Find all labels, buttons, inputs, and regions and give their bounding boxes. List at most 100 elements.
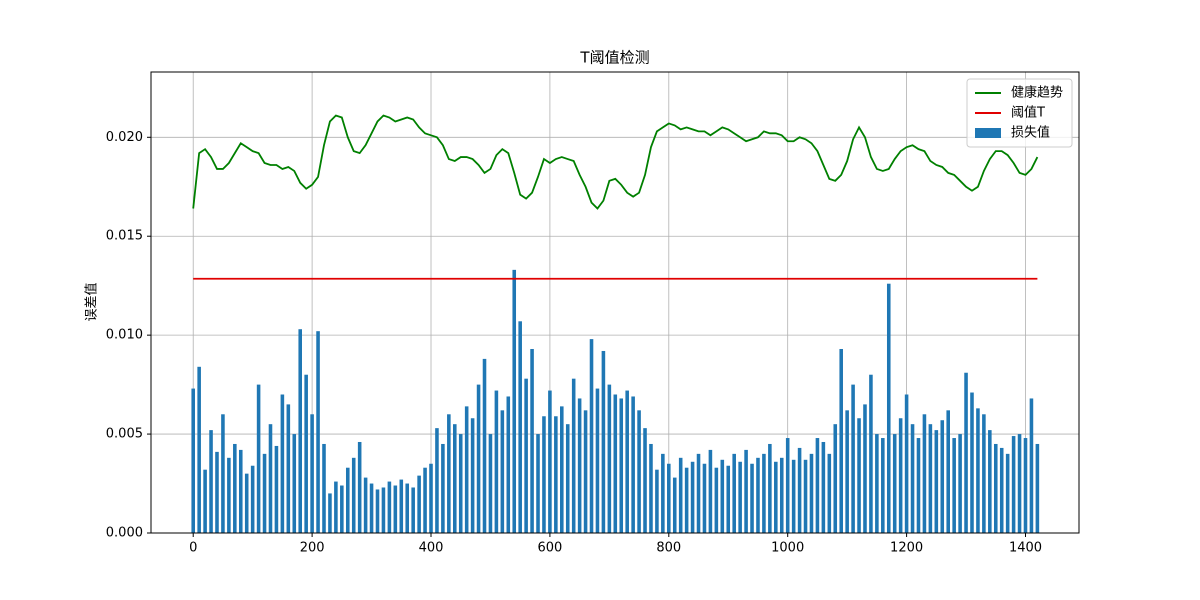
bar	[708, 449, 713, 533]
bar	[738, 461, 742, 533]
bar	[601, 350, 606, 533]
bar	[869, 374, 873, 533]
bar	[684, 467, 689, 533]
bar	[554, 416, 558, 533]
bar	[625, 390, 629, 533]
bar	[476, 384, 481, 533]
bar	[839, 348, 843, 533]
bar	[203, 469, 207, 533]
bar	[678, 457, 683, 533]
bar	[262, 453, 267, 533]
bar	[375, 489, 380, 533]
bar	[357, 441, 362, 533]
bar	[334, 481, 338, 533]
bar	[993, 443, 998, 533]
bar	[768, 443, 772, 533]
y-tick-label: 0.015	[106, 229, 143, 244]
bar	[999, 447, 1004, 533]
bar	[744, 449, 748, 533]
bar	[952, 438, 956, 533]
bar	[292, 434, 297, 533]
y-tick-label: 0.000	[106, 526, 143, 541]
bar	[369, 483, 374, 533]
x-tick-label: 1200	[890, 541, 923, 556]
bar	[227, 457, 231, 533]
bar	[548, 390, 552, 533]
bar	[613, 394, 618, 533]
bar	[435, 428, 439, 533]
x-tick-label: 600	[537, 541, 562, 556]
bar	[197, 366, 201, 533]
bar	[340, 485, 344, 533]
bar	[607, 384, 612, 533]
bar	[464, 406, 469, 533]
bar	[310, 414, 314, 533]
bar	[1017, 434, 1022, 533]
bar	[667, 463, 671, 533]
bar	[637, 410, 641, 533]
legend-label: 健康趋势	[1011, 85, 1063, 101]
bar	[530, 348, 534, 533]
bar	[280, 394, 285, 533]
bar	[500, 410, 505, 533]
bar	[756, 457, 760, 533]
bar	[316, 331, 320, 533]
bar	[304, 374, 308, 533]
bar	[863, 404, 867, 533]
bar	[714, 467, 719, 533]
bar	[833, 424, 838, 533]
y-tick-label: 0.005	[106, 427, 143, 442]
bar	[393, 485, 398, 533]
bar	[345, 467, 350, 533]
bar	[934, 430, 939, 533]
bar	[696, 453, 701, 533]
bar	[881, 438, 885, 533]
bar	[643, 428, 647, 533]
bar	[381, 487, 386, 533]
bar	[774, 461, 778, 533]
bar	[1035, 443, 1040, 533]
bar	[910, 424, 915, 533]
bar	[916, 438, 921, 533]
bar	[250, 465, 255, 533]
bar	[815, 438, 820, 533]
bar	[1005, 453, 1010, 533]
bar	[619, 398, 624, 533]
legend-label: 阈值T	[1011, 105, 1045, 121]
bar	[458, 434, 463, 533]
bar	[565, 424, 570, 533]
chart-title: T阈值检测	[579, 49, 649, 67]
bar	[221, 414, 225, 533]
bar	[322, 443, 326, 533]
bar	[976, 408, 980, 533]
bar	[191, 388, 195, 533]
bar	[268, 424, 273, 533]
bar	[726, 465, 731, 533]
bar	[690, 461, 695, 533]
bar	[238, 449, 243, 533]
bar	[518, 321, 522, 533]
x-tick-label: 1400	[1009, 541, 1042, 556]
bar	[875, 434, 879, 533]
bar	[536, 434, 540, 533]
bar	[845, 410, 849, 533]
bar	[423, 467, 427, 533]
legend-swatch	[975, 128, 1001, 138]
bar	[970, 392, 974, 533]
bar	[399, 479, 404, 533]
x-tick-label: 200	[300, 541, 325, 556]
x-tick-label: 800	[656, 541, 681, 556]
bar	[785, 438, 790, 533]
bar	[762, 453, 766, 533]
bar	[577, 398, 582, 533]
bar	[1029, 398, 1034, 533]
bar	[732, 453, 736, 533]
bar	[1023, 438, 1028, 533]
bar	[720, 459, 725, 533]
bar	[964, 372, 968, 533]
bar	[589, 339, 594, 533]
bar	[571, 378, 576, 533]
bar	[405, 483, 410, 533]
bar	[928, 424, 933, 533]
